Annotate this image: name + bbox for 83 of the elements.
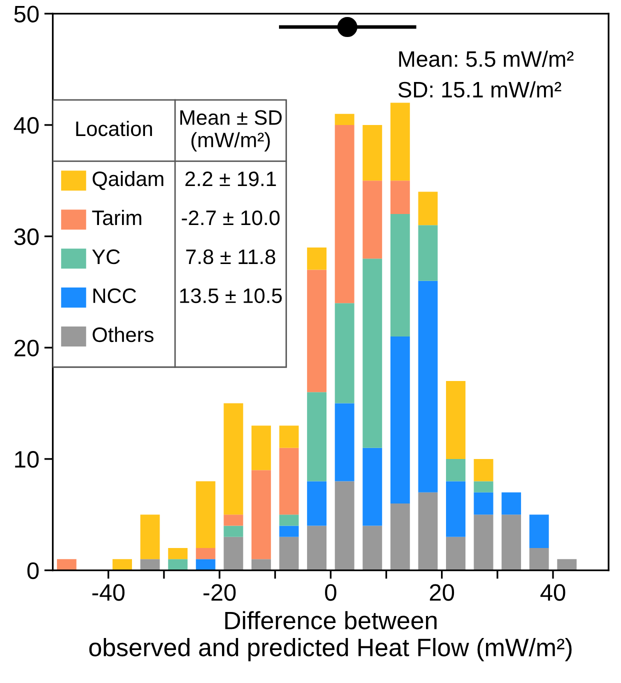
- bar: [279, 426, 299, 448]
- bar: [251, 426, 271, 470]
- y-tick-label: 20: [14, 340, 39, 356]
- bar: [446, 481, 466, 537]
- bar: [390, 504, 410, 570]
- bar: [334, 124, 354, 304]
- y-tick-label: 0: [27, 562, 39, 580]
- bar: [474, 492, 494, 515]
- x-tick-label: 0: [325, 584, 336, 601]
- bar: [112, 559, 132, 570]
- annotation: 7.8 ± 11.8: [186, 249, 276, 264]
- bar: [334, 303, 354, 404]
- bar: [307, 247, 327, 270]
- bar: [224, 514, 244, 526]
- bar: [334, 481, 354, 570]
- y-tick-label: 50: [14, 6, 39, 22]
- bar: [362, 180, 382, 259]
- bar: [502, 492, 522, 515]
- bar: [390, 336, 410, 504]
- bar: [446, 458, 466, 482]
- bar: [224, 403, 244, 515]
- annotation: -2.7 ± 10.0: [182, 210, 280, 226]
- bar: [474, 481, 494, 492]
- bar: [140, 559, 160, 570]
- legend-label: Tarim: [92, 210, 142, 226]
- bar: [418, 192, 438, 226]
- legend-label: YC: [92, 249, 120, 264]
- bar: [362, 124, 382, 181]
- bar: [474, 458, 494, 482]
- bar: [390, 214, 410, 337]
- bar: [279, 514, 299, 526]
- bar: [279, 526, 299, 537]
- bar: [307, 392, 327, 482]
- x-tick-label: -20: [204, 584, 236, 601]
- annotation: Mean: 5.5 mW/m²: [399, 50, 574, 67]
- bar: [279, 536, 299, 570]
- legend-label: NCC: [93, 288, 136, 304]
- bar: [418, 225, 438, 281]
- bar: [529, 548, 549, 570]
- annotation: Mean ± SD (mW/m²): [180, 110, 282, 152]
- bar: [446, 536, 466, 570]
- bar: [251, 559, 271, 570]
- y-tick-label: 40: [14, 117, 39, 134]
- legend-label: Qaidam: [92, 170, 164, 190]
- bar: [474, 514, 494, 570]
- bar: [418, 492, 438, 570]
- bar: [362, 448, 382, 526]
- bar: [56, 559, 76, 570]
- annotation: Location: [76, 120, 152, 136]
- y-tick-label: 10: [15, 451, 39, 468]
- bar: [307, 526, 327, 570]
- bar: [390, 180, 410, 214]
- bar: [307, 270, 327, 392]
- bar: [251, 470, 271, 560]
- legend-label: Others: [92, 326, 154, 342]
- annotation: 2.2 ± 19.1: [185, 171, 276, 186]
- bar: [196, 548, 216, 560]
- bar: [390, 102, 410, 181]
- x-axis-title: Difference between observed and predicted Heat Flow (mW/m²): [89, 611, 572, 662]
- bar: [362, 258, 382, 448]
- annotation: SD: 15.1 mW/m²: [398, 81, 562, 98]
- bar: [334, 403, 354, 482]
- bar: [307, 481, 327, 526]
- bar: [196, 481, 216, 548]
- bar: [362, 526, 382, 570]
- x-tick-label: 40: [540, 584, 566, 601]
- annotation: 13.5 ± 10.5: [180, 288, 282, 304]
- bar: [557, 559, 577, 570]
- bar: [224, 536, 244, 570]
- bar: [168, 559, 188, 570]
- x-tick-label: -40: [92, 584, 125, 601]
- y-tick-label: 30: [14, 228, 39, 246]
- bar: [502, 514, 522, 570]
- bar: [196, 559, 216, 570]
- bar: [224, 526, 244, 537]
- bar: [418, 280, 438, 492]
- bar: [279, 448, 299, 515]
- bar: [140, 514, 160, 560]
- bar: [168, 548, 188, 560]
- x-tick-label: 20: [430, 584, 454, 601]
- bar: [334, 114, 354, 125]
- bar: [446, 381, 466, 459]
- bar: [529, 514, 549, 548]
